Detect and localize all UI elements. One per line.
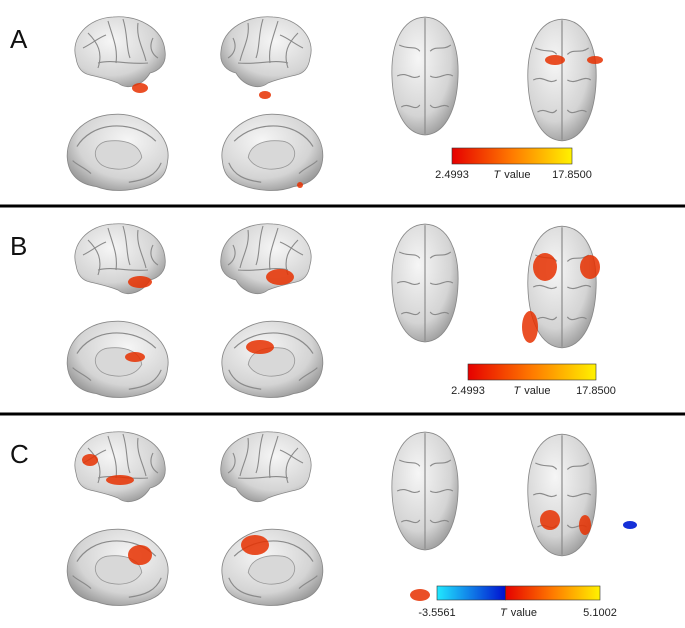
- panel-label: B: [10, 231, 27, 261]
- activation: [246, 340, 274, 354]
- activation: [540, 510, 560, 530]
- activation: [128, 545, 152, 565]
- colorbar-title-text: value: [511, 607, 537, 619]
- activation: [259, 91, 271, 99]
- colorbar: [505, 585, 601, 601]
- panel: B 2.4993 17.8500 T value: [10, 223, 616, 399]
- colorbar-min: 2.4993: [451, 385, 485, 397]
- activation: [128, 276, 152, 288]
- activation: [241, 535, 269, 555]
- activation: [580, 255, 600, 279]
- colorbar: [467, 363, 597, 381]
- brain-medial: [66, 320, 169, 399]
- activation: [125, 352, 145, 362]
- brain-dorsal: [391, 223, 459, 343]
- colorbar: [451, 147, 573, 165]
- brain-ventral: [527, 433, 597, 557]
- brain-lateral: [74, 16, 166, 88]
- colorbar-min: 2.4993: [435, 169, 469, 181]
- activation: [297, 182, 303, 188]
- brain-ventral: [527, 225, 597, 349]
- activation: [522, 311, 538, 343]
- panel: C -3.5561 5.1002 T value: [10, 431, 637, 619]
- brain-dorsal: [391, 431, 459, 551]
- brain-lateral: [220, 431, 312, 503]
- activation: [587, 56, 603, 64]
- panel: A 2.4993 17.8500 T value: [10, 16, 603, 192]
- colorbar-max: 5.1002: [583, 607, 617, 619]
- brain-medial: [221, 528, 324, 607]
- colorbar-symbol: T: [513, 385, 521, 397]
- colorbar-symbol: T: [493, 169, 501, 181]
- brain-lateral: [220, 223, 312, 295]
- activation: [533, 253, 557, 281]
- panel-label: A: [10, 24, 28, 54]
- brain-medial: [66, 113, 169, 192]
- brain-medial: [66, 528, 169, 607]
- brain-medial: [221, 320, 324, 399]
- activation: [579, 515, 591, 535]
- brain-ventral: [527, 18, 597, 142]
- activation: [132, 83, 148, 93]
- colorbar-title-text: value: [504, 169, 530, 181]
- colorbar-max: 17.8500: [552, 169, 592, 181]
- brain-medial: [221, 113, 324, 192]
- brain-lateral: [220, 16, 312, 88]
- activation: [82, 454, 98, 466]
- panel-label: C: [10, 439, 29, 469]
- colorbar-min: -3.5561: [418, 607, 455, 619]
- activation: [266, 269, 294, 285]
- colorbar-title-text: value: [524, 385, 550, 397]
- activation: [410, 589, 430, 601]
- colorbar-symbol: T: [500, 607, 508, 619]
- colorbar-max: 17.8500: [576, 385, 616, 397]
- brain-lateral: [74, 431, 166, 503]
- activation: [106, 475, 134, 485]
- colorbar: [436, 585, 506, 601]
- brain-dorsal: [391, 16, 459, 136]
- activation: [545, 55, 565, 65]
- activation: [623, 521, 637, 529]
